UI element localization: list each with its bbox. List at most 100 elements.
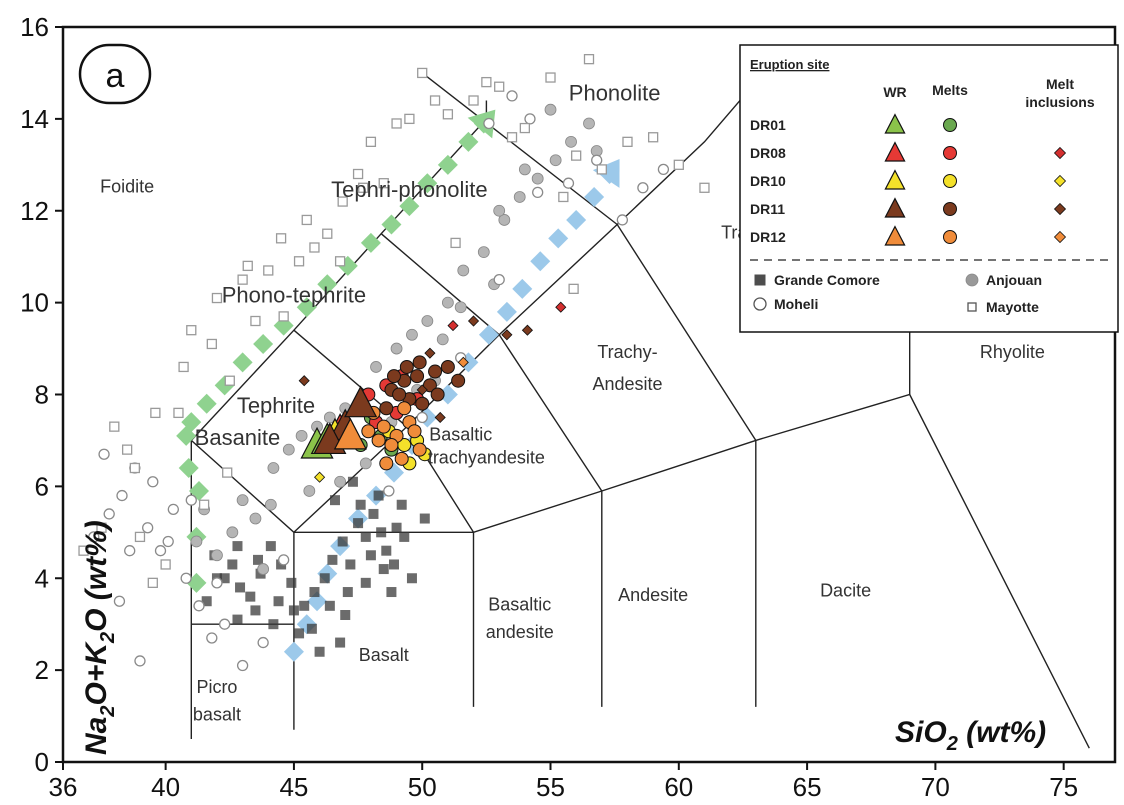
point-grande-comore — [388, 559, 399, 570]
sample-dr11-melts — [399, 359, 414, 374]
point-mayotte — [147, 577, 158, 588]
legend-inclusion-marker — [1053, 146, 1067, 160]
sample-dr11-wr — [344, 385, 378, 418]
point-mayotte — [494, 81, 505, 92]
point-anjouan — [295, 429, 308, 442]
legend-melt-marker — [943, 146, 957, 160]
point-mayotte — [468, 95, 479, 106]
field-label: Trachy- — [597, 342, 657, 362]
field-boundary — [616, 224, 757, 441]
y-tick-label: 12 — [20, 196, 49, 226]
sample-dr11-melts — [422, 378, 437, 393]
sample-dr11-melts — [415, 396, 430, 411]
point-grande-comore — [294, 628, 305, 639]
point-grande-comore — [347, 476, 358, 487]
sample-dr11-melt-inclusions — [298, 375, 310, 387]
point-anjouan — [513, 191, 526, 203]
point-moheli — [180, 572, 192, 584]
point-grande-comore — [396, 499, 407, 510]
field-boundary — [498, 334, 603, 492]
point-grande-comore — [329, 495, 340, 506]
point-grande-comore — [378, 564, 389, 575]
sample-dr12-melt-inclusions — [457, 356, 469, 368]
legend-col-inclusions: inclusions — [1025, 94, 1094, 110]
point-mayotte — [442, 109, 454, 120]
point-mayotte — [429, 95, 441, 106]
point-grande-comore — [299, 600, 310, 611]
trend-mark — [584, 186, 605, 207]
point-grande-comore — [360, 577, 371, 588]
point-anjouan — [226, 526, 239, 539]
legend-site-label: Anjouan — [986, 272, 1042, 288]
point-mayotte — [568, 283, 579, 294]
point-anjouan — [565, 135, 577, 148]
point-grande-comore — [245, 591, 256, 602]
point-mayotte — [545, 72, 556, 83]
point-mayotte — [519, 122, 531, 134]
legend-row-label: DR01 — [750, 117, 786, 133]
point-anjouan — [406, 328, 418, 341]
point-mayotte — [558, 191, 569, 203]
point-mayotte — [134, 531, 146, 543]
sample-dr12-melts — [371, 433, 386, 448]
point-mayotte — [150, 407, 161, 419]
point-mayotte — [622, 136, 633, 147]
point-mayotte — [78, 545, 89, 556]
trend-mark — [512, 278, 533, 299]
legend-melt-marker — [943, 230, 957, 244]
point-anjouan — [390, 342, 403, 355]
sample-dr11-melts — [412, 355, 427, 370]
point-moheli — [383, 485, 395, 497]
point-mayotte — [583, 54, 595, 65]
point-anjouan — [236, 494, 249, 507]
point-grande-comore — [265, 541, 276, 552]
point-moheli — [211, 577, 223, 589]
field-label: Phono-tephrite — [222, 283, 366, 308]
point-moheli — [193, 600, 205, 612]
trend-mark — [253, 333, 274, 354]
point-grande-comore — [360, 531, 371, 542]
point-mayotte — [242, 260, 253, 272]
point-moheli — [142, 522, 154, 534]
point-moheli — [278, 554, 290, 566]
sample-dr12-melts — [379, 456, 394, 471]
x-tick-label: 45 — [279, 772, 308, 802]
point-mayotte — [186, 325, 197, 336]
trend-mark — [317, 274, 338, 295]
point-moheli — [167, 503, 179, 515]
legend-wr-marker — [884, 197, 906, 218]
field-label: Basanite — [195, 425, 281, 450]
field-boundary — [293, 393, 1090, 749]
point-anjouan — [441, 296, 454, 309]
point-grande-comore — [345, 559, 356, 570]
sample-dr11-melt-inclusions — [521, 324, 533, 336]
point-anjouan — [303, 485, 316, 497]
y-tick-label: 4 — [35, 563, 49, 593]
trend-mark — [360, 232, 381, 253]
point-grande-comore — [399, 531, 410, 542]
point-mayotte — [121, 444, 133, 455]
point-mayotte — [352, 168, 364, 180]
point-grande-comore — [227, 559, 238, 570]
sample-points — [298, 301, 567, 483]
point-mayotte — [647, 132, 659, 143]
point-grande-comore — [306, 623, 317, 634]
trend-mark — [178, 458, 199, 478]
point-anjouan — [370, 361, 382, 373]
field-label: andesite — [486, 622, 554, 642]
legend-site-marker — [965, 273, 979, 287]
point-grande-comore — [386, 587, 397, 598]
field-label: Tephri-phonolite — [331, 177, 488, 202]
point-mayotte — [404, 113, 415, 125]
sample-dr11-melt-inclusions — [424, 347, 436, 359]
sample-dr11-melt-inclusions — [416, 384, 428, 396]
point-grande-comore — [342, 587, 353, 598]
point-mayotte — [596, 164, 607, 175]
legend-col-melt: Melt — [1046, 76, 1074, 92]
y-tick-label: 2 — [35, 655, 49, 685]
field-label: Andesite — [618, 585, 688, 605]
point-anjouan — [549, 154, 562, 167]
point-mayotte — [211, 292, 223, 304]
legend-site-marker — [967, 302, 977, 312]
legend-melt-marker — [943, 118, 957, 132]
